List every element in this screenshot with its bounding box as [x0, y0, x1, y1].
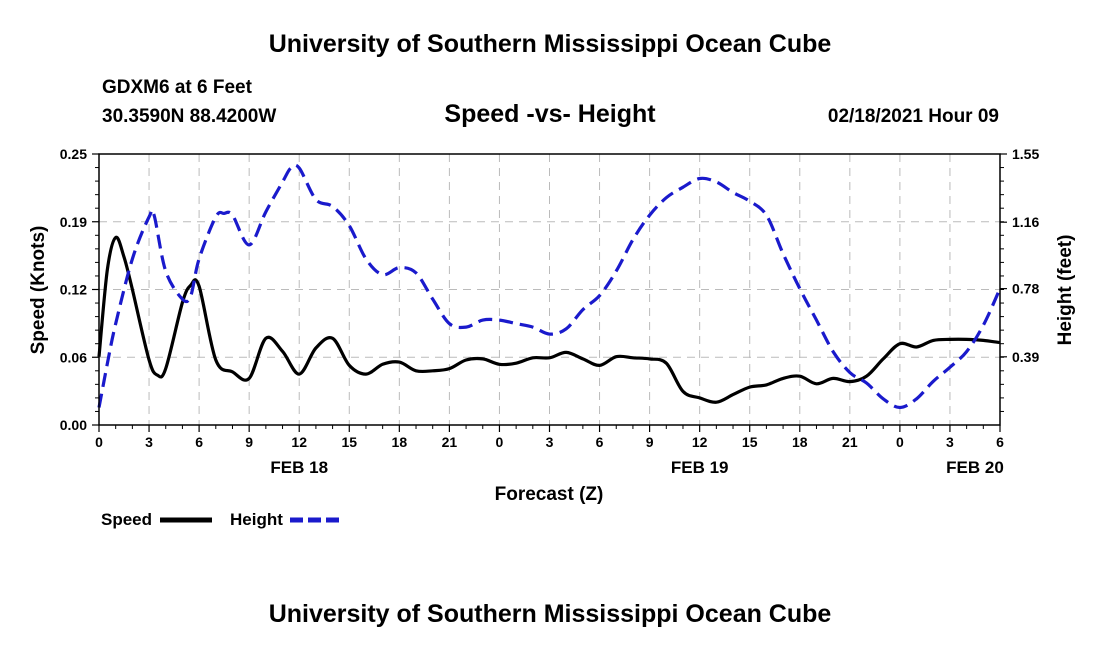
- y-axis-label-left: Speed (Knots): [28, 226, 49, 355]
- x-tick-label: 9: [646, 434, 654, 450]
- y-tick-label-left: 0.12: [60, 282, 87, 298]
- y-tick-label-right: 1.55: [1012, 146, 1039, 162]
- x-tick-label: 12: [692, 434, 708, 450]
- y-tick-label-right: 0.39: [1012, 349, 1039, 365]
- x-tick-label: 0: [896, 434, 904, 450]
- grid-lines: [99, 154, 1000, 425]
- series-layer: [97, 163, 1002, 410]
- y-tick-label-left: 0.00: [60, 417, 87, 433]
- date-label: FEB 18: [270, 458, 328, 477]
- y-axis-label-right: Height (feet): [1055, 235, 1076, 346]
- x-tick-label: 6: [996, 434, 1004, 450]
- x-tick-label: 21: [442, 434, 458, 450]
- x-tick-label: 9: [245, 434, 253, 450]
- x-tick-label: 15: [742, 434, 758, 450]
- x-tick-label: 3: [946, 434, 954, 450]
- legend-label-height: Height: [230, 510, 283, 529]
- x-tick-label: 3: [145, 434, 153, 450]
- x-tick-label: 18: [392, 434, 408, 450]
- coordinates-label: 30.3590N 88.4200W: [102, 106, 277, 127]
- chart-title: Speed -vs- Height: [444, 100, 656, 128]
- x-tick-label: 21: [842, 434, 858, 450]
- series-line-height: [97, 163, 1002, 410]
- datetime-label: 02/18/2021 Hour 09: [827, 106, 999, 127]
- y-tick-label-right: 0.78: [1012, 281, 1039, 297]
- date-label: FEB 20: [946, 458, 1004, 477]
- page-title-top: University of Southern Mississippi Ocean…: [268, 30, 832, 58]
- station-label: GDXM6 at 6 Feet: [102, 77, 252, 98]
- x-tick-label: 15: [341, 434, 357, 450]
- series-line-speed: [97, 235, 1001, 404]
- legend-label-speed: Speed: [101, 510, 152, 529]
- x-tick-label: 18: [792, 434, 808, 450]
- x-tick-label: 3: [546, 434, 554, 450]
- x-tick-label: 0: [496, 434, 504, 450]
- date-label: FEB 19: [671, 458, 729, 477]
- x-tick-label: 6: [596, 434, 604, 450]
- x-axis-label: Forecast (Z): [495, 484, 604, 505]
- y-tick-label-left: 0.06: [60, 349, 87, 365]
- page-title-bottom: University of Southern Mississippi Ocean…: [268, 600, 832, 628]
- legend: Speed Height: [101, 510, 342, 529]
- y-tick-label-left: 0.19: [60, 214, 87, 230]
- y-tick-label-right: 1.16: [1012, 214, 1039, 230]
- y-tick-label-left: 0.25: [60, 146, 87, 162]
- x-tick-label: 6: [195, 434, 203, 450]
- x-tick-label: 0: [95, 434, 103, 450]
- x-tick-label: 12: [291, 434, 307, 450]
- axes: 0 3 6 9 12 15 18 21 0 3 6 9 12 15 18 21 0 3 6 FEB 18 FEB 19 F…: [60, 146, 1040, 477]
